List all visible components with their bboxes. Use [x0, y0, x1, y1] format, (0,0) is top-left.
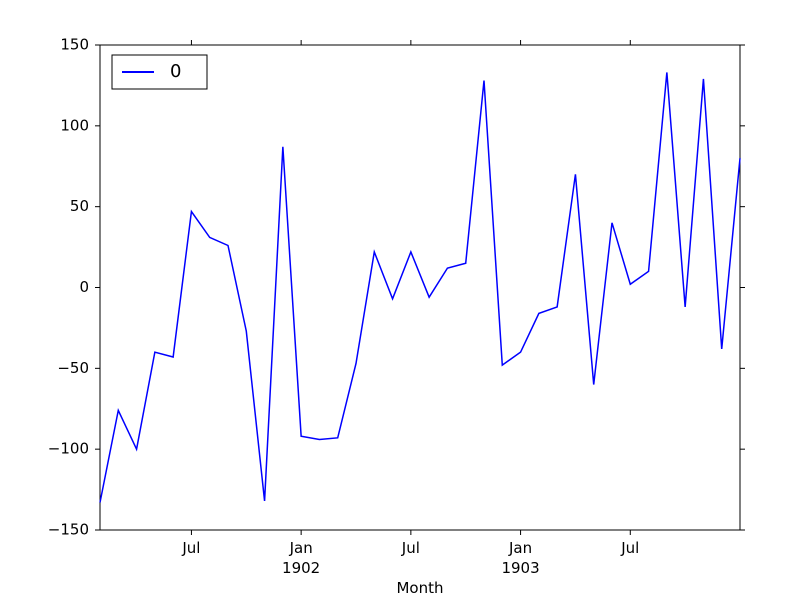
x-tick-label: Jan [508, 539, 532, 557]
x-tick-label: Jan [289, 539, 313, 557]
x-tick-label: Jul [401, 539, 420, 557]
x-tick-label: Jul [620, 539, 639, 557]
legend-label: 0 [170, 61, 181, 82]
x-tick-label: Jul [181, 539, 200, 557]
y-tick-label: −100 [48, 440, 89, 458]
x-axis-label: Month [396, 579, 443, 597]
y-tick-label: −50 [57, 359, 89, 377]
y-tick-label: −150 [48, 521, 89, 539]
y-tick-label: 0 [79, 278, 89, 296]
line-chart: −150 −100 −50 0 50 100 150 Jul Jan Jul Jan Jul 1902 1… [0, 0, 800, 600]
x-year-label: 1903 [501, 559, 539, 577]
y-tick-label: 100 [60, 116, 89, 134]
x-year-label: 1902 [282, 559, 320, 577]
y-tick-label: 150 [60, 36, 89, 54]
y-tick-label: 50 [70, 197, 89, 215]
